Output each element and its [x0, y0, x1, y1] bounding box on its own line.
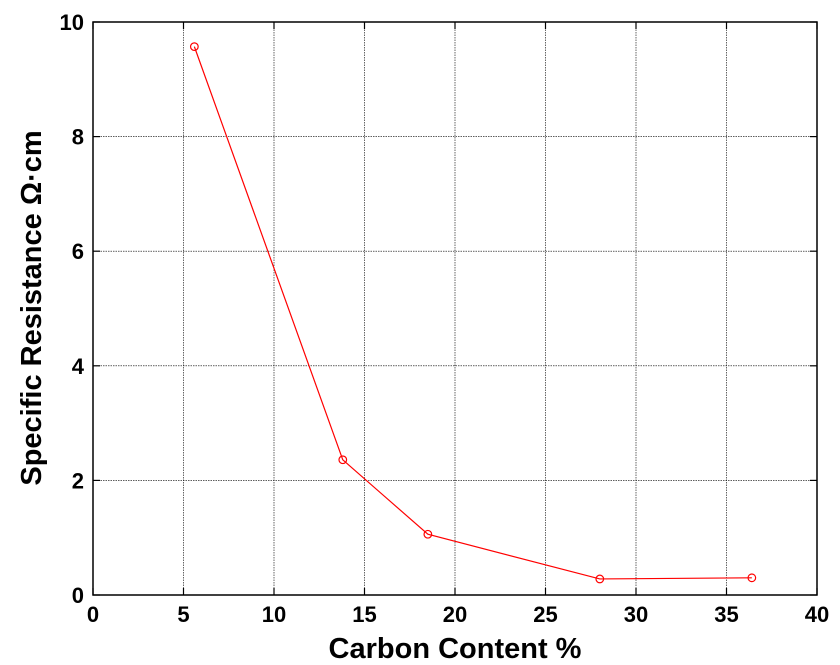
- x-tick-label: 20: [443, 602, 467, 627]
- x-tick-label: 30: [624, 602, 648, 627]
- series-layer: [189, 42, 757, 584]
- x-tick-label: 40: [805, 602, 829, 627]
- axis-ticks: 0 5 10 15 20 25 30 35 40 0 2 4 6 8 10: [60, 10, 830, 627]
- y-tick-label: 2: [72, 468, 84, 493]
- data-point: [423, 529, 433, 539]
- grid: [93, 22, 817, 595]
- x-tick-label: 35: [714, 602, 738, 627]
- y-tick-label: 4: [72, 354, 85, 379]
- data-point: [747, 573, 757, 583]
- y-tick-label: 0: [72, 583, 84, 608]
- data-point: [189, 42, 199, 52]
- y-tick-label: 10: [60, 10, 84, 35]
- y-tick-label: 8: [72, 125, 84, 150]
- data-point: [338, 455, 348, 465]
- x-tick-label: 10: [262, 602, 286, 627]
- x-tick-label: 25: [533, 602, 557, 627]
- x-axis-label: Carbon Content %: [329, 633, 582, 665]
- x-tick-label: 0: [87, 602, 99, 627]
- series-line: [193, 46, 752, 580]
- data-point: [595, 574, 605, 584]
- x-tick-label: 15: [352, 602, 376, 627]
- x-tick-label: 5: [177, 602, 189, 627]
- y-tick-label: 6: [72, 239, 84, 264]
- y-axis-label: Specific Resistance Ω·cm: [16, 130, 48, 485]
